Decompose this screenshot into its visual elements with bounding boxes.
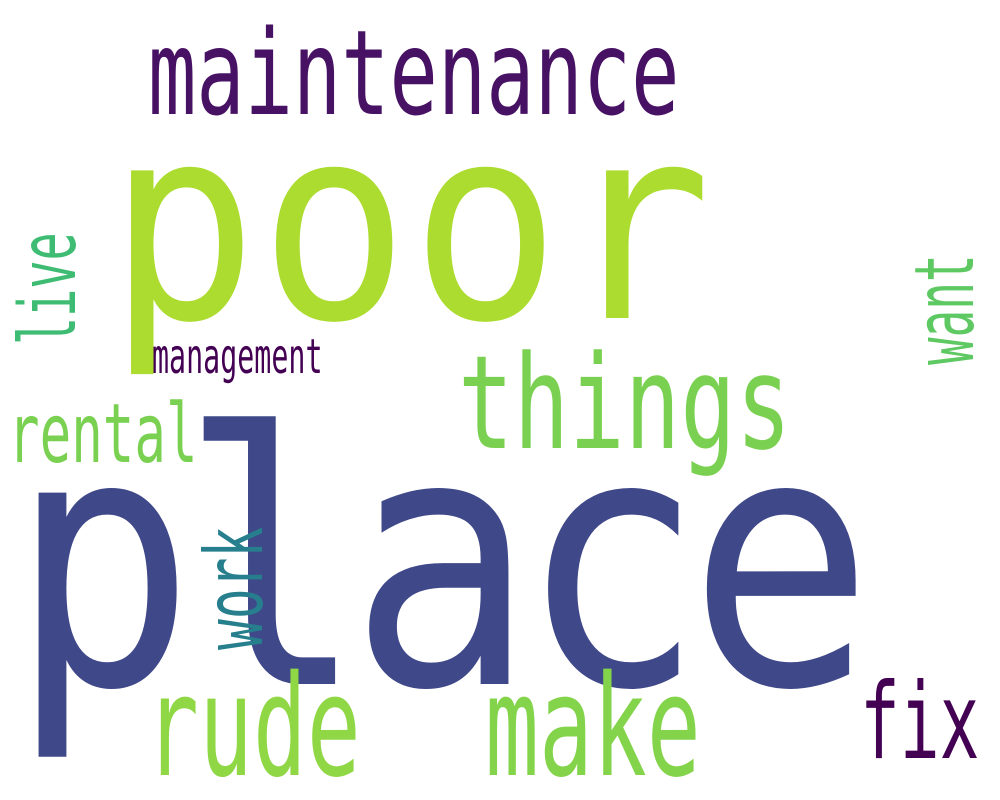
word-make: make — [485, 646, 701, 800]
word-rude: rude — [145, 646, 361, 800]
word-fix: fix — [860, 661, 980, 783]
word-work: work — [188, 526, 281, 650]
word-maintenance: maintenance — [148, 4, 680, 142]
word-want: want — [898, 254, 993, 365]
word-things: things — [458, 327, 792, 479]
word-poor: poor — [108, 67, 714, 382]
word-management: management — [152, 329, 323, 385]
word-live: live — [4, 232, 94, 345]
word-place: place — [10, 359, 874, 767]
word-rental: rental — [8, 387, 198, 482]
